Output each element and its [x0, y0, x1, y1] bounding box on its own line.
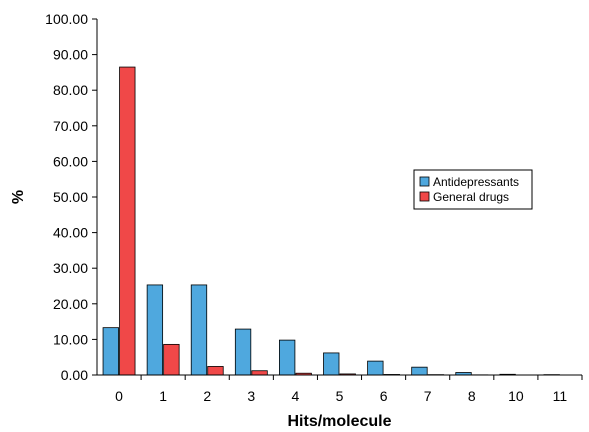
- y-tick-label: 10.00: [53, 331, 88, 347]
- legend: Antidepressants General drugs: [413, 169, 533, 210]
- y-tick-label: 100.00: [45, 11, 88, 27]
- y-tick-label: 50.00: [53, 189, 88, 205]
- y-tick-label: 90.00: [53, 47, 88, 63]
- bar-antidepressants-5: [323, 352, 340, 376]
- legend-swatch-antidepressants: [419, 176, 430, 187]
- x-tick-label: 11: [553, 388, 568, 404]
- bar-antidepressants-2: [190, 284, 208, 376]
- bars-layer: [102, 66, 577, 376]
- y-tick-label: 20.00: [53, 296, 88, 312]
- bar-general-drugs-2: [207, 366, 224, 376]
- bar-antidepressants-4: [279, 339, 296, 376]
- y-tick-label: 40.00: [53, 225, 88, 241]
- x-tick-label: 3: [247, 388, 255, 404]
- x-tick-label: 10: [508, 388, 524, 404]
- x-tick-label: 1: [159, 388, 167, 404]
- x-tick-label: 8: [468, 388, 476, 404]
- legend-swatch-general-drugs: [419, 191, 430, 202]
- bar-antidepressants-6: [367, 360, 384, 376]
- bar-antidepressants-1: [146, 284, 164, 376]
- y-tick-label: 0.00: [61, 367, 88, 383]
- y-tick-label: 80.00: [53, 82, 88, 98]
- x-tick-label: 4: [292, 388, 300, 404]
- legend-box: [413, 169, 533, 210]
- x-tick-label: 7: [424, 388, 432, 404]
- y-tick-label: 70.00: [53, 118, 88, 134]
- x-ticks: 0 1 2 3 4 5 6 7 8 10 11: [115, 375, 583, 404]
- y-tick-label: 60.00: [53, 153, 88, 169]
- y-axis-title: %: [10, 190, 27, 204]
- bar-antidepressants-3: [234, 328, 252, 376]
- y-tick-label: 30.00: [53, 260, 88, 276]
- y-ticks: 0.00 10.00 20.00 30.00 40.00 50.00 60.00 70.00 8…: [45, 11, 97, 383]
- bar-antidepressants-7: [411, 366, 428, 376]
- bar-antidepressants-0: [102, 327, 119, 376]
- bar-general-drugs-1: [163, 343, 180, 376]
- x-tick-label: 5: [336, 388, 344, 404]
- bar-general-drugs-3: [251, 370, 268, 376]
- x-axis-title: Hits/molecule: [287, 413, 391, 430]
- x-tick-label: 0: [115, 388, 123, 404]
- x-tick-label: 2: [203, 388, 211, 404]
- bar-general-drugs-0: [119, 66, 136, 376]
- legend-label-general-drugs: General drugs: [433, 190, 509, 204]
- legend-label-antidepressants: Antidepressants: [433, 175, 519, 189]
- x-tick-label: 6: [380, 388, 388, 404]
